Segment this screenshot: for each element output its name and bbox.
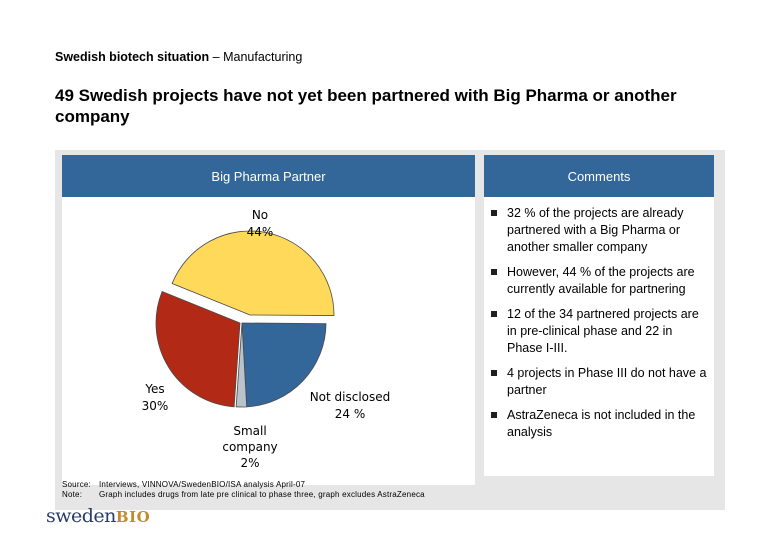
comment-text: 4 projects in Phase III do not have a pa…: [507, 366, 707, 397]
comment-text: However, 44 % of the projects are curren…: [507, 265, 695, 296]
slice-label-not-disclosed-value: 24 %: [335, 407, 366, 421]
slice-label-small-company-name-line2: company: [222, 440, 277, 454]
pie-slice-not-disclosed: [241, 322, 327, 408]
pie-chart: No 44% Yes 30% Not disclosed 24 % Small …: [142, 208, 391, 470]
pie-slice-no: [171, 230, 335, 316]
comment-text: AstraZeneca is not included in the analy…: [507, 408, 696, 439]
pie-slices: [155, 230, 335, 408]
slice-label-no-value: 44%: [247, 225, 274, 239]
comment-text: 12 of the 34 partnered projects are in p…: [507, 307, 699, 355]
note-key: Note:: [62, 490, 83, 499]
source-key: Source:: [62, 480, 91, 489]
slice-label-no-name: No: [252, 208, 268, 222]
slice-label-yes-value: 30%: [142, 399, 169, 413]
comment-item: AstraZeneca is not included in the analy…: [490, 407, 710, 441]
square-bullet-icon: [491, 412, 497, 418]
comment-text: 32 % of the projects are already partner…: [507, 206, 684, 254]
note-text: Graph includes drugs from late pre clini…: [99, 490, 425, 499]
slice-label-small-company-value: 2%: [240, 456, 259, 470]
source-line: Source: Interviews, VINNOVA/SwedenBIO/ISA…: [62, 480, 425, 490]
slice-label-yes-name: Yes: [144, 382, 164, 396]
comments-header: Comments: [484, 155, 714, 197]
breadcrumb-section: – Manufacturing: [209, 50, 303, 64]
breadcrumb-topic: Swedish biotech situation: [55, 50, 210, 64]
swedenbio-logo: swedenBIO: [46, 505, 150, 527]
pie-slice-small-company: [235, 322, 248, 408]
source-text: Interviews, VINNOVA/SwedenBIO/ISA analys…: [99, 480, 306, 489]
comment-item: 4 projects in Phase III do not have a pa…: [490, 365, 710, 399]
comments-card: [484, 155, 714, 476]
comment-item: However, 44 % of the projects are curren…: [490, 264, 710, 298]
comment-item: 32 % of the projects are already partner…: [490, 205, 710, 256]
square-bullet-icon: [491, 370, 497, 376]
slice-label-not-disclosed-name: Not disclosed: [310, 390, 391, 404]
square-bullet-icon: [491, 311, 497, 317]
chart-card: [62, 155, 475, 485]
footnote: Source: Interviews, VINNOVA/SwedenBIO/ISA…: [62, 480, 425, 500]
page-title: 49 Swedish projects have not yet been pa…: [55, 86, 677, 126]
square-bullet-icon: [491, 269, 497, 275]
breadcrumb: Swedish biotech situation – Manufacturin…: [55, 50, 302, 64]
pie-slice-yes: [155, 291, 241, 408]
square-bullet-icon: [491, 210, 497, 216]
note-line: Note: Graph includes drugs from late pre …: [62, 490, 425, 500]
slice-label-small-company-name-line1: Small: [233, 424, 266, 438]
comments-list: 32 % of the projects are already partner…: [490, 205, 710, 441]
logo-bio: BIO: [115, 508, 151, 526]
comment-item: 12 of the 34 partnered projects are in p…: [490, 306, 710, 357]
logo-word: sweden: [46, 505, 116, 527]
chart-header: Big Pharma Partner: [62, 155, 475, 197]
